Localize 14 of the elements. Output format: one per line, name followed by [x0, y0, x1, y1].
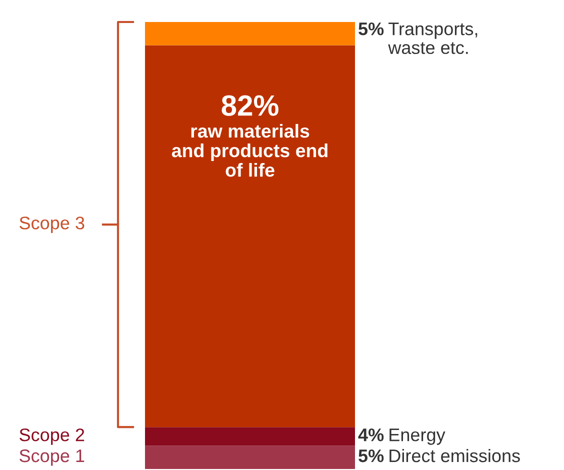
data-label: 5% [358, 449, 384, 462]
series-label: raw materials and products end of life [172, 124, 328, 177]
bar [145, 446, 355, 469]
data-label: 4% [358, 428, 384, 442]
text: Scope 3 [20, 216, 84, 233]
text: Scope 2 [20, 428, 84, 445]
text: Scope 1 [20, 449, 84, 466]
bar [145, 22, 355, 46]
bar [145, 427, 355, 446]
series-label: Energy [390, 428, 446, 445]
data-label: 5% [358, 22, 384, 36]
data-label: 82% [222, 95, 278, 116]
series-label: Transports, waste etc. [388, 22, 478, 54]
series-label: Direct emissions [390, 448, 520, 462]
